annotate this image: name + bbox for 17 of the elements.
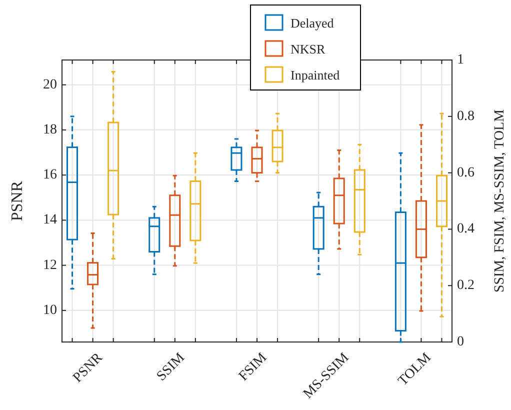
legend-label: Delayed [290, 16, 334, 30]
y2-tick-label: 0.2 [457, 278, 474, 294]
y2-axis-title: SSIM, FSIM, MS-SSIM, TOLM [492, 108, 508, 293]
y-tick-label: 10 [43, 302, 57, 318]
y2-tick-label: 1 [457, 52, 464, 68]
y-axis-title: PSNR [9, 180, 26, 222]
legend-label: NKSR [290, 42, 326, 56]
y-tick-label: 12 [43, 258, 57, 273]
y-tick-label: 18 [43, 122, 57, 138]
legend-label: Inpainted [290, 68, 340, 82]
y2-tick-label: 0.4 [457, 222, 474, 237]
y2-tick-label: 0 [457, 334, 464, 350]
y-tick-label: 16 [43, 168, 57, 183]
y2-tick-label: 0.6 [457, 165, 474, 180]
y-tick-label: 14 [43, 212, 57, 228]
y-tick-label: 20 [43, 77, 57, 92]
y2-tick-label: 0.8 [457, 108, 474, 124]
